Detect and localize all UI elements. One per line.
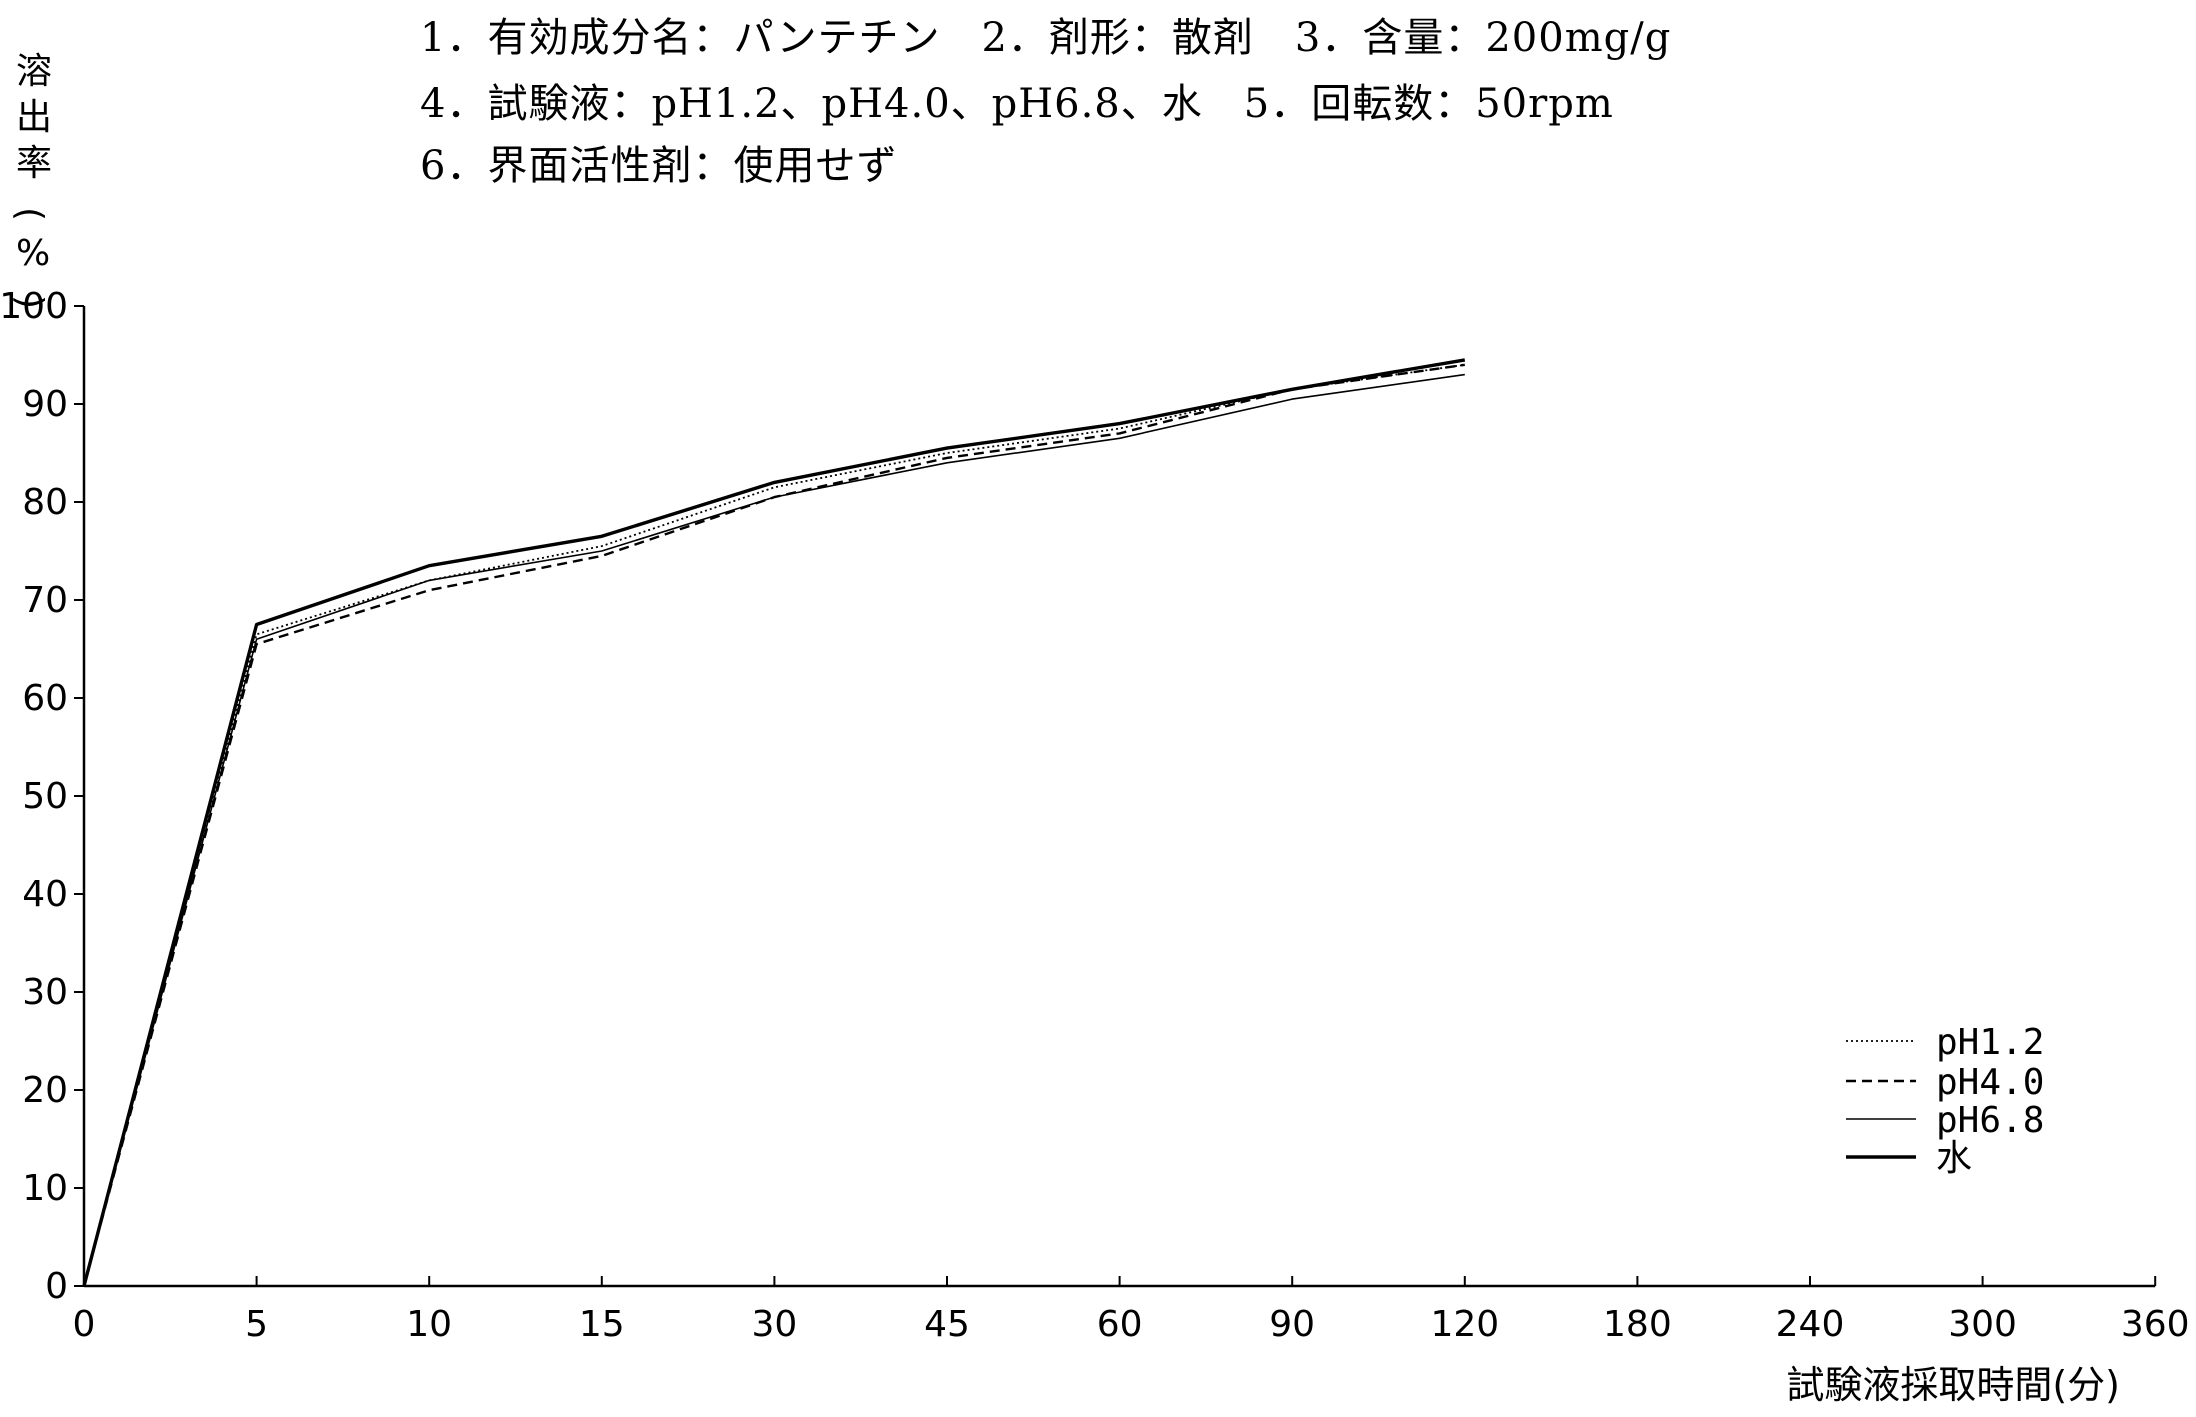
x-tick-label: 240 bbox=[1776, 1304, 1845, 1345]
legend-label: pH6.8 bbox=[1936, 1100, 2044, 1141]
axes: 0 10 20 30 40 50 60 70 80 90 100 0 5 10 15 30 45 60 90 120 1… bbox=[0, 286, 2190, 1345]
header-line-3: 6．界面活性剤：使用せず bbox=[420, 143, 898, 189]
y-tick-label: 60 bbox=[22, 678, 68, 719]
x-tick-label: 5 bbox=[245, 1304, 268, 1345]
y-tick-label: 50 bbox=[22, 776, 68, 817]
header-line-1: 1．有効成分名：パンテチン 2．剤形：散剤 3．含量：200mg/g bbox=[420, 15, 1672, 61]
series-line bbox=[83, 363, 1465, 1287]
y-axis-title-char: 出 bbox=[16, 97, 53, 138]
x-tick-label: 180 bbox=[1603, 1304, 1672, 1345]
y-axis-title-char: 溶 bbox=[16, 51, 53, 92]
y-tick-label: 70 bbox=[22, 580, 68, 621]
x-tick-label: 90 bbox=[1269, 1304, 1315, 1345]
x-tick-label: 45 bbox=[924, 1304, 970, 1345]
x-axis-title: 試験液採取時間(分) bbox=[1786, 1363, 2120, 1407]
header-line-2: 4．試験液：pH1.2、pH4.0、pH6.8、水 5．回転数：50rpm bbox=[420, 81, 1614, 127]
x-tick-label: 360 bbox=[2121, 1304, 2190, 1345]
x-tick-label: 15 bbox=[579, 1304, 625, 1345]
series-line bbox=[82, 358, 1466, 1287]
legend-label: 水 bbox=[1936, 1138, 1972, 1179]
y-tick-label: 30 bbox=[22, 972, 68, 1013]
series-line bbox=[82, 363, 1465, 1287]
series-line bbox=[83, 373, 1465, 1287]
y-tick-label: 40 bbox=[22, 874, 68, 915]
y-tick-label: 90 bbox=[22, 384, 68, 425]
y-tick-label: 80 bbox=[22, 482, 68, 523]
legend-label: pH4.0 bbox=[1936, 1062, 2044, 1103]
x-tick-label: 120 bbox=[1430, 1304, 1499, 1345]
x-tick-label: 30 bbox=[751, 1304, 797, 1345]
x-tick-label: 60 bbox=[1097, 1304, 1143, 1345]
y-axis-title-char: % bbox=[16, 233, 51, 274]
series-lines bbox=[82, 358, 1466, 1287]
legend-label: pH1.2 bbox=[1936, 1022, 2044, 1063]
y-axis-title-char: 率 bbox=[16, 143, 53, 184]
y-tick-label: 100 bbox=[0, 286, 68, 327]
y-tick-label: 20 bbox=[22, 1070, 68, 1111]
x-tick-label: 300 bbox=[1948, 1304, 2017, 1345]
y-tick-label: 0 bbox=[45, 1266, 68, 1307]
x-tick-label: 0 bbox=[73, 1304, 96, 1345]
x-tick-label: 10 bbox=[406, 1304, 452, 1345]
y-tick-label: 10 bbox=[22, 1168, 68, 1209]
